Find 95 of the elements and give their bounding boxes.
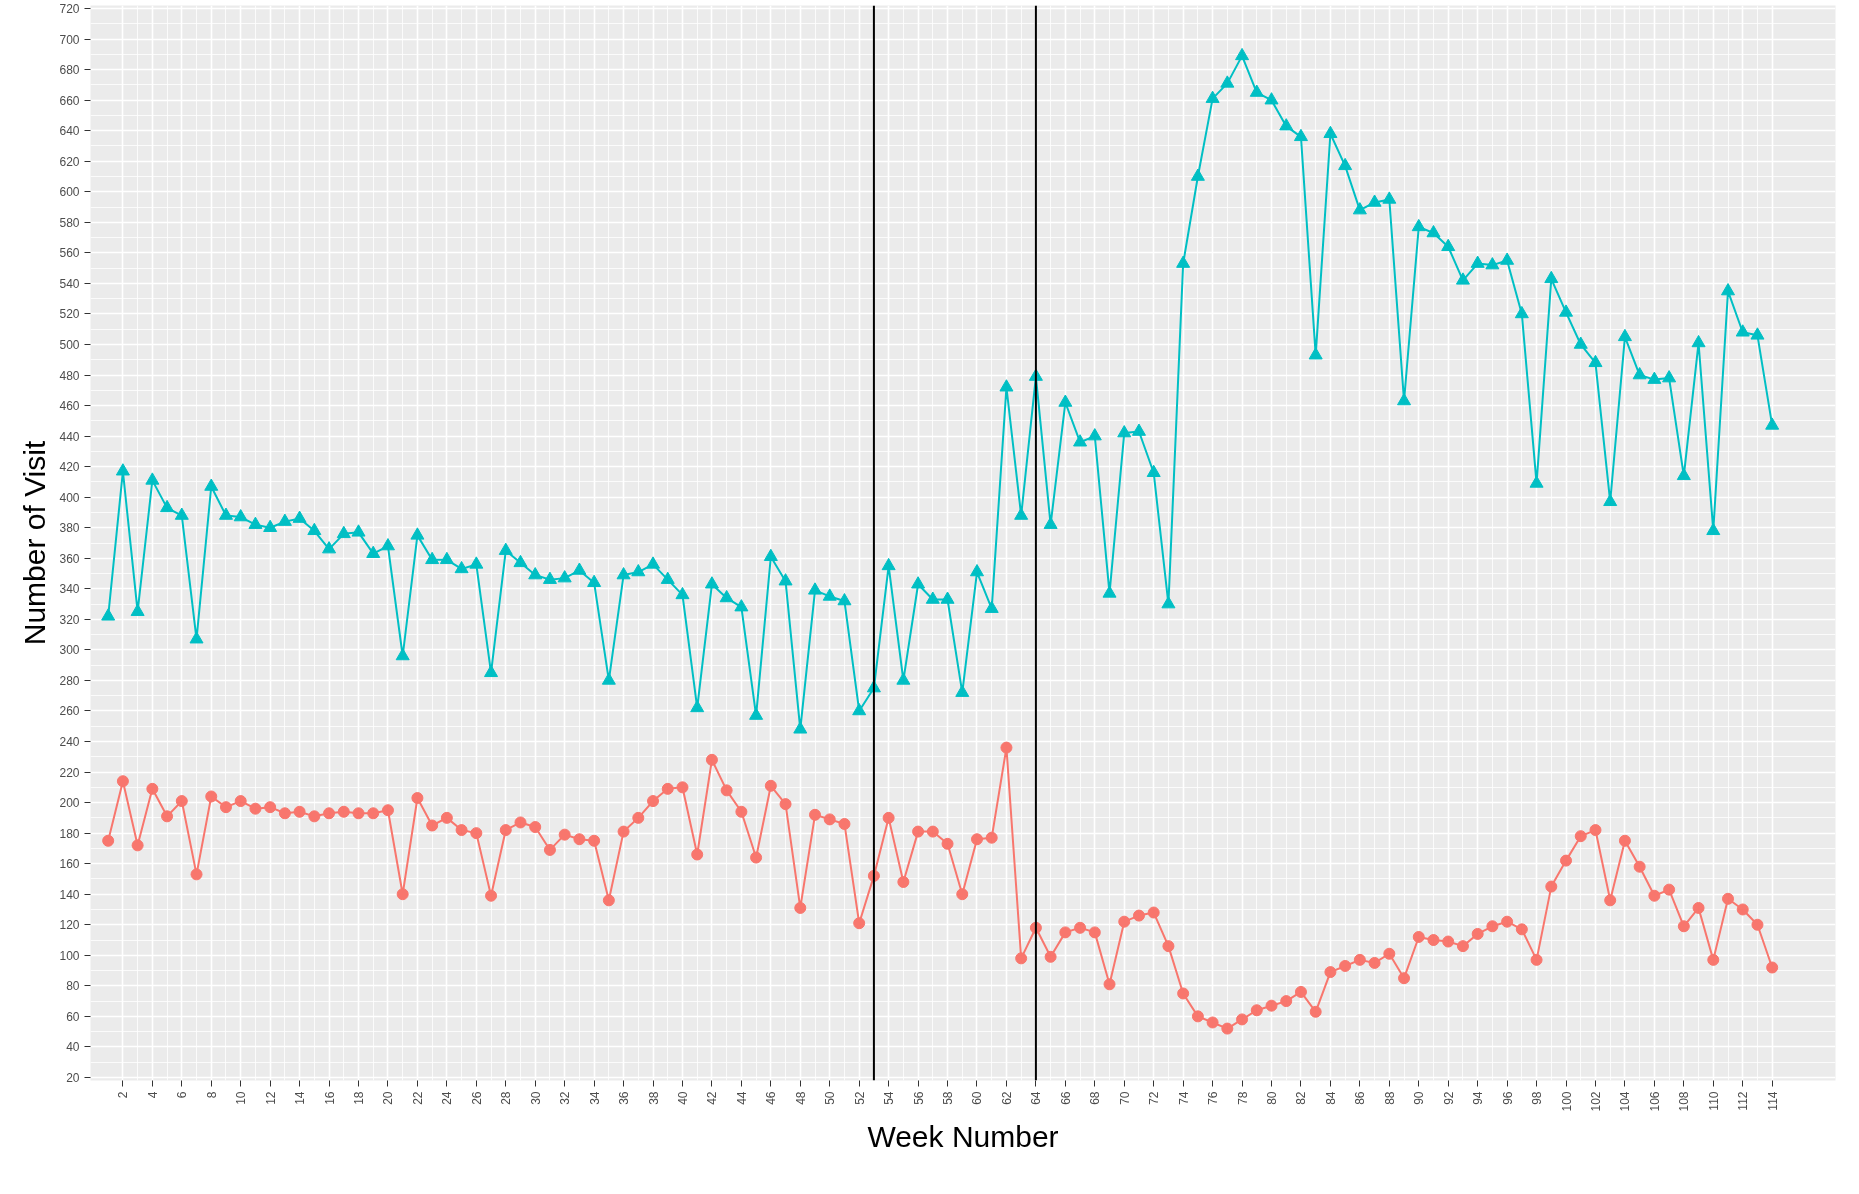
- y-tick-label: 720: [59, 2, 80, 17]
- y-tick-label: 680: [59, 63, 80, 78]
- x-tick-label: 96: [1500, 1091, 1515, 1105]
- x-tick-label: 40: [675, 1091, 690, 1105]
- y-tick-label: 20: [66, 1070, 80, 1085]
- y-tick-label: 280: [59, 673, 80, 688]
- x-tick-label: 26: [469, 1091, 484, 1105]
- y-tick-label: 260: [59, 704, 80, 719]
- y-tick-label: 140: [59, 887, 80, 902]
- x-tick-label: 70: [1117, 1091, 1132, 1105]
- y-tick-label: 80: [66, 979, 80, 994]
- x-tick-label: 38: [646, 1091, 661, 1105]
- x-tick-label: 72: [1147, 1091, 1162, 1105]
- y-tick-label: 40: [66, 1040, 80, 1055]
- y-tick-label: 660: [59, 93, 80, 108]
- x-tick-label: 32: [558, 1091, 573, 1105]
- x-tick-label: 22: [410, 1091, 425, 1105]
- x-tick-label: 18: [352, 1091, 367, 1105]
- x-tick-label: 30: [528, 1091, 543, 1105]
- y-tick-label: 560: [59, 246, 80, 261]
- x-tick-label: 42: [705, 1091, 720, 1105]
- x-tick-label: 48: [793, 1091, 808, 1105]
- x-axis-title: Week Number: [867, 1119, 1059, 1153]
- x-tick-label: 46: [764, 1091, 779, 1105]
- x-tick-label: 52: [852, 1091, 867, 1105]
- y-tick-label: 100: [59, 948, 80, 963]
- x-tick-label: 36: [617, 1091, 632, 1105]
- x-tick-label: 88: [1382, 1091, 1397, 1105]
- x-tick-label: 44: [734, 1091, 749, 1105]
- x-tick-label: 20: [381, 1091, 396, 1105]
- x-tick-label: 68: [1088, 1091, 1103, 1105]
- x-tick-label: 108: [1677, 1091, 1692, 1112]
- x-tick-label: 54: [882, 1091, 897, 1105]
- x-tick-label: 56: [911, 1091, 926, 1105]
- y-tick-label: 500: [59, 337, 80, 352]
- x-tick-label: 110: [1706, 1091, 1721, 1111]
- x-tick-label: 50: [823, 1091, 838, 1105]
- x-tick-label: 80: [1265, 1091, 1279, 1105]
- y-tick-label: 480: [59, 368, 80, 383]
- y-tick-label: 120: [59, 918, 80, 933]
- y-tick-label: 220: [59, 765, 80, 780]
- x-tick-label: 82: [1294, 1091, 1309, 1105]
- x-tick-label: 78: [1235, 1091, 1250, 1105]
- y-axis-title: Number of Visit: [18, 440, 52, 646]
- x-tick-label: 98: [1530, 1091, 1545, 1105]
- y-tick-label: 400: [59, 490, 80, 505]
- x-tick-label: 94: [1471, 1091, 1486, 1105]
- y-tick-label: 360: [59, 551, 80, 566]
- x-tick-label: 12: [263, 1091, 278, 1105]
- y-tick-label: 340: [59, 582, 80, 597]
- x-tick-label: 60: [970, 1091, 985, 1105]
- y-tick-label: 380: [59, 521, 80, 536]
- x-tick-label: 100: [1559, 1091, 1574, 1112]
- x-tick-label: 2: [116, 1091, 131, 1099]
- y-tick-label: 640: [59, 124, 80, 139]
- x-tick-label: 84: [1323, 1091, 1338, 1105]
- x-tick-label: 64: [1029, 1091, 1044, 1105]
- x-tick-label: 28: [499, 1091, 514, 1105]
- y-tick-label: 540: [59, 276, 80, 291]
- y-tick-label: 580: [59, 215, 80, 230]
- x-tick-label: 114: [1765, 1091, 1780, 1111]
- x-tick-label: 24: [440, 1091, 455, 1105]
- y-tick-label: 460: [59, 399, 80, 414]
- y-tick-label: 700: [59, 32, 80, 47]
- x-tick-label: 14: [293, 1091, 308, 1105]
- y-tick-label: 160: [59, 857, 80, 872]
- x-tick-label: 8: [204, 1091, 219, 1099]
- y-tick-label: 520: [59, 307, 80, 322]
- x-tick-label: 104: [1618, 1091, 1633, 1112]
- y-tick-label: 200: [59, 796, 80, 811]
- y-tick-label: 620: [59, 154, 80, 169]
- x-tick-label: 74: [1176, 1091, 1191, 1105]
- x-tick-label: 90: [1412, 1091, 1427, 1105]
- x-tick-label: 66: [1058, 1091, 1073, 1105]
- x-tick-label: 16: [322, 1091, 337, 1105]
- x-tick-label: 76: [1206, 1091, 1221, 1105]
- x-tick-label: 62: [999, 1091, 1014, 1105]
- x-tick-label: 34: [587, 1091, 602, 1105]
- y-tick-label: 60: [66, 1009, 80, 1024]
- x-tick-label: 4: [145, 1091, 160, 1099]
- x-tick-label: 102: [1588, 1091, 1603, 1112]
- y-tick-label: 320: [59, 612, 80, 627]
- y-tick-label: 240: [59, 735, 80, 750]
- y-tick-label: 180: [59, 826, 80, 841]
- x-tick-label: 106: [1647, 1091, 1662, 1112]
- y-tick-label: 440: [59, 429, 80, 444]
- y-tick-label: 600: [59, 185, 80, 200]
- x-tick-label: 86: [1353, 1091, 1368, 1105]
- x-tick-label: 58: [941, 1091, 956, 1105]
- x-tick-label: 6: [175, 1091, 190, 1099]
- x-tick-label: 92: [1441, 1091, 1456, 1105]
- y-tick-label: 300: [59, 643, 80, 658]
- x-tick-label: 112: [1736, 1091, 1751, 1111]
- y-tick-label: 420: [59, 460, 80, 475]
- x-tick-label: 10: [234, 1091, 249, 1105]
